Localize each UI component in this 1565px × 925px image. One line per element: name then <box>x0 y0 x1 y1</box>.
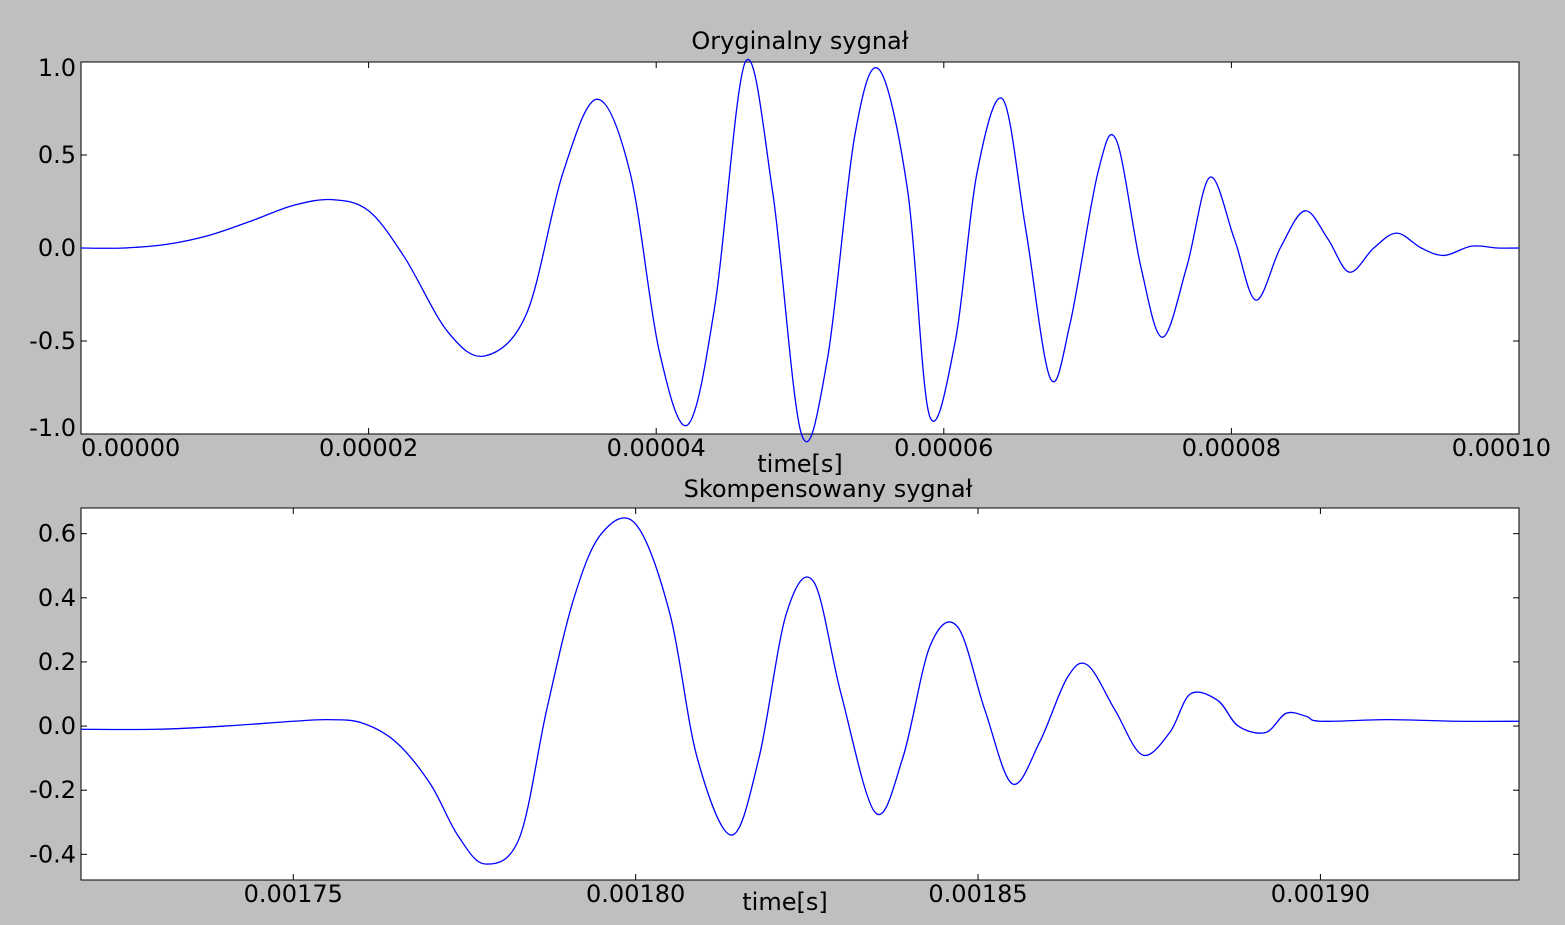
y-tick-label: -0.5 <box>29 327 76 355</box>
x-tick-label: 0.00180 <box>586 880 685 908</box>
plot-area-original <box>80 61 1520 435</box>
signal-line-original <box>80 58 1520 443</box>
y-tick-label: -0.2 <box>29 776 76 804</box>
x-tick-label: 0.00008 <box>1182 434 1281 462</box>
x-tick-label: 0.00175 <box>244 880 343 908</box>
x-tick-label: 0.00010 <box>1452 434 1551 462</box>
plot-area-compensated <box>80 507 1520 881</box>
y-tick-label: -0.4 <box>29 840 76 868</box>
y-ticks-original: 1.0 0.5 0.0 -0.5 -1.0 <box>29 54 1519 442</box>
y-tick-label: 0.2 <box>38 648 76 676</box>
chart-title-original: Oryginalny sygnał <box>691 27 908 55</box>
x-tick-label: 0.00190 <box>1271 880 1370 908</box>
y-tick-label: -1.0 <box>29 414 76 442</box>
x-axis-label-compensated: time[s] <box>742 888 827 916</box>
subplot-original-signal: Oryginalny sygnał time[s] 0.00000 0.00002… <box>29 27 1551 478</box>
subplot-compensated-signal: Skompensowany sygnał time[s] 0.00175 0.00… <box>29 475 1520 916</box>
x-tick-label: 0.00185 <box>928 880 1027 908</box>
x-tick-label: 0.00004 <box>607 434 706 462</box>
signal-line-compensated <box>80 517 1520 865</box>
y-tick-label: 0.4 <box>38 584 76 612</box>
y-tick-label: 0.0 <box>38 234 76 262</box>
x-axis-label-original: time[s] <box>757 450 842 478</box>
y-tick-label: 0.6 <box>38 520 76 548</box>
x-tick-label: 0.00000 <box>81 434 180 462</box>
y-tick-label: 1.0 <box>38 54 76 82</box>
x-tick-label: 0.00002 <box>319 434 418 462</box>
x-ticks-compensated: 0.00175 0.00180 0.00185 0.00190 <box>244 508 1370 908</box>
x-ticks-original: 0.00000 0.00002 0.00004 0.00006 0.00008 0.000… <box>80 62 1551 462</box>
chart-title-compensated: Skompensowany sygnał <box>684 475 973 503</box>
y-tick-label: 0.5 <box>38 141 76 169</box>
x-tick-label: 0.00006 <box>894 434 993 462</box>
y-ticks-compensated: 0.6 0.4 0.2 0.0 -0.2 -0.4 <box>29 520 1519 868</box>
y-tick-label: 0.0 <box>38 712 76 740</box>
